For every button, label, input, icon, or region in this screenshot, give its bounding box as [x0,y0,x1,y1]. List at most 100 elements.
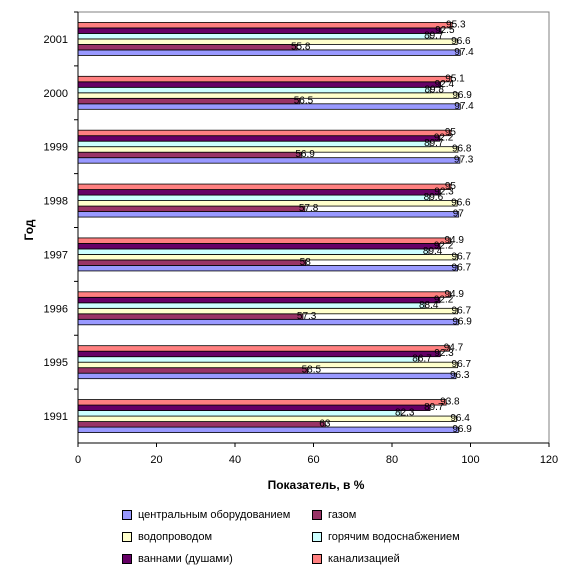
bar [77,44,298,51]
data-label: 96.7 [452,359,472,370]
data-label: 96.9 [452,90,472,101]
bar [77,318,459,326]
data-label: 86.7 [412,354,432,365]
bar [77,361,458,369]
bar [77,33,431,40]
data-label: 94.9 [444,235,464,246]
legend-item: центральным оборудованием [122,508,290,522]
data-label: 96.7 [452,251,472,262]
data-label: 97.4 [454,101,474,112]
bar [77,200,458,207]
x-tick-label: 80 [386,454,398,466]
bar [77,313,304,320]
bar [77,146,459,153]
data-label: 92.2 [434,240,454,251]
bar [77,140,431,148]
data-label: 56.5 [294,95,314,106]
legend-label: ваннами (душами) [138,553,233,565]
data-labels: 96.963 96.482.3 89.793.896.358.5 96.786.7 92… [291,19,474,435]
x-tick-label: 0 [75,454,81,466]
bar [77,92,459,99]
bar [77,97,301,105]
bar [77,103,461,110]
legend-label: центральным оборудованием [138,509,291,521]
bar [77,410,402,417]
legend-item: ваннами (душами) [122,552,233,566]
legend-label: газом [328,509,357,521]
axes: 1991 1995 1996 1997 1998 1999 2000 2001 0 20 40 60 8… [44,11,558,466]
data-label: 92.2 [434,133,454,144]
bar [77,296,441,304]
data-label: 96.9 [452,316,472,327]
data-label: 63 [319,419,331,430]
data-label: 96.3 [450,370,470,381]
data-label: 92.2 [434,294,454,305]
data-label: 56.9 [295,149,315,160]
bar [77,49,461,56]
data-label: 95.3 [446,19,466,30]
y-axis-title: Год [22,219,36,240]
data-label: 97 [453,209,465,220]
data-label: 89.6 [424,192,444,203]
legend-swatch [122,532,132,542]
data-label: 96.6 [451,36,471,47]
data-label: 96.7 [452,305,472,316]
data-label: 89.7 [424,402,444,413]
bar [77,372,457,380]
data-label: 55.8 [291,41,311,52]
data-label: 89.7 [424,30,444,41]
legend-item: канализацией [312,552,400,566]
x-tick-label: 40 [229,454,241,466]
y-tick-label: 1999 [44,142,68,154]
data-label: 92.5 [435,25,455,36]
bar [77,399,447,406]
y-tick-label: 1997 [44,249,68,261]
legend-item: газом [312,508,356,522]
bar [77,421,326,428]
bar [77,307,458,315]
data-label: 82.3 [395,408,415,419]
bar [77,81,442,88]
bar [77,86,431,94]
data-label: 88.4 [419,300,439,311]
x-axis-title: Показатель, в % [268,478,365,492]
data-label: 94.9 [444,289,464,300]
bar [77,367,309,374]
data-label: 94.7 [444,343,464,354]
bar [77,129,452,137]
data-label: 96.8 [452,144,472,155]
data-label: 96.7 [452,262,472,273]
bar [77,237,451,244]
bar [77,38,458,45]
data-label: 58 [300,257,312,268]
legend-label: водопроводом [138,531,213,543]
y-tick-label: 2001 [44,34,68,46]
x-tick-label: 20 [150,454,162,466]
data-label: 93.8 [440,397,460,408]
bar [77,194,431,201]
x-tick-label: 60 [307,454,319,466]
data-label: 97.4 [454,47,474,58]
bar [77,248,430,255]
bar [77,426,459,433]
legend-swatch [122,554,132,564]
bar [77,183,452,190]
bars [77,22,461,433]
data-label: 95 [445,181,457,192]
data-label: 57.3 [297,311,317,322]
bar [77,22,453,29]
data-label: 96.6 [451,198,471,209]
bar [77,75,452,83]
data-label: 57.8 [299,203,319,214]
legend-item: горячим водоснабжением [312,530,460,544]
bar [77,291,451,298]
data-label: 92.3 [434,348,454,359]
y-tick-label: 1995 [44,357,68,369]
legend-swatch [312,510,322,520]
data-label: 95 [445,127,457,138]
data-label: 89.4 [423,246,443,257]
bar [77,27,442,34]
bar [77,205,306,212]
bar [77,350,441,358]
data-label: 92.3 [434,187,454,198]
